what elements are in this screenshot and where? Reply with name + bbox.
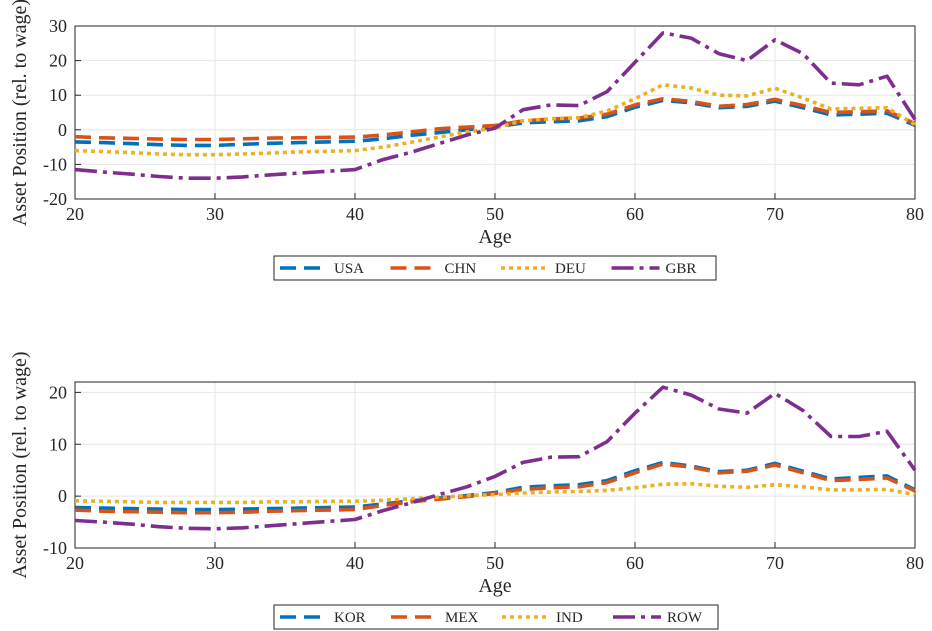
legend-label-kor: KOR — [334, 610, 366, 626]
y-axis-label: Asset Position (rel. to wage) — [9, 0, 31, 226]
y-tick-label: -10 — [43, 538, 67, 558]
y-tick-label: 30 — [49, 16, 67, 36]
legend-label-chn: CHN — [445, 261, 477, 277]
x-axis-label: Age — [478, 226, 511, 248]
x-tick-label: 20 — [66, 553, 84, 573]
y-tick-label: 0 — [58, 120, 67, 140]
series-line-row — [74, 385, 917, 531]
x-tick-label: 50 — [486, 553, 504, 573]
x-axis-label: Age — [478, 575, 511, 597]
legend-label-mex: MEX — [445, 610, 479, 626]
x-tick-label: 70 — [766, 553, 784, 573]
y-tick-label: 10 — [49, 85, 67, 105]
x-tick-label: 60 — [626, 204, 644, 224]
x-tick-label: 60 — [626, 553, 644, 573]
x-tick-label: 70 — [766, 204, 784, 224]
y-tick-label: 10 — [49, 434, 67, 454]
y-tick-label: -20 — [43, 189, 67, 209]
legend: KOR MEX IND ROW — [273, 604, 719, 630]
x-tick-label: 30 — [206, 204, 224, 224]
x-tick-label: 50 — [486, 204, 504, 224]
legend-label-ind: IND — [556, 610, 583, 626]
series-line-chn — [74, 96, 916, 142]
legend-label-row: ROW — [667, 610, 703, 626]
series-line-mex — [74, 462, 916, 515]
y-tick-label: 20 — [49, 51, 67, 71]
x-tick-label: 20 — [66, 204, 84, 224]
y-tick-label: 0 — [58, 486, 67, 506]
x-tick-label: 80 — [906, 553, 924, 573]
y-tick-label: 20 — [49, 382, 67, 402]
legend-label-gbr: GBR — [666, 261, 697, 277]
legend-label-deu: DEU — [555, 261, 586, 277]
legend: USA CHN DEU GBR — [273, 255, 717, 281]
panel-2: 20 30 40 50 60 70 80 -10 0 10 20 Age Asset Position … — [9, 351, 924, 630]
legend-label-usa: USA — [334, 261, 364, 277]
panel-1: 20 30 40 50 60 70 80 -20 -10 0 10 20 30 Age Asset Posi… — [9, 0, 924, 281]
x-tick-label: 40 — [346, 204, 364, 224]
y-tick-label: -10 — [43, 154, 67, 174]
x-tick-label: 40 — [346, 553, 364, 573]
legend-box — [273, 255, 717, 281]
x-tick-label: 30 — [206, 553, 224, 573]
y-axis-label: Asset Position (rel. to wage) — [9, 351, 31, 578]
series-line-gbr — [74, 31, 917, 180]
x-tick-label: 80 — [906, 204, 924, 224]
